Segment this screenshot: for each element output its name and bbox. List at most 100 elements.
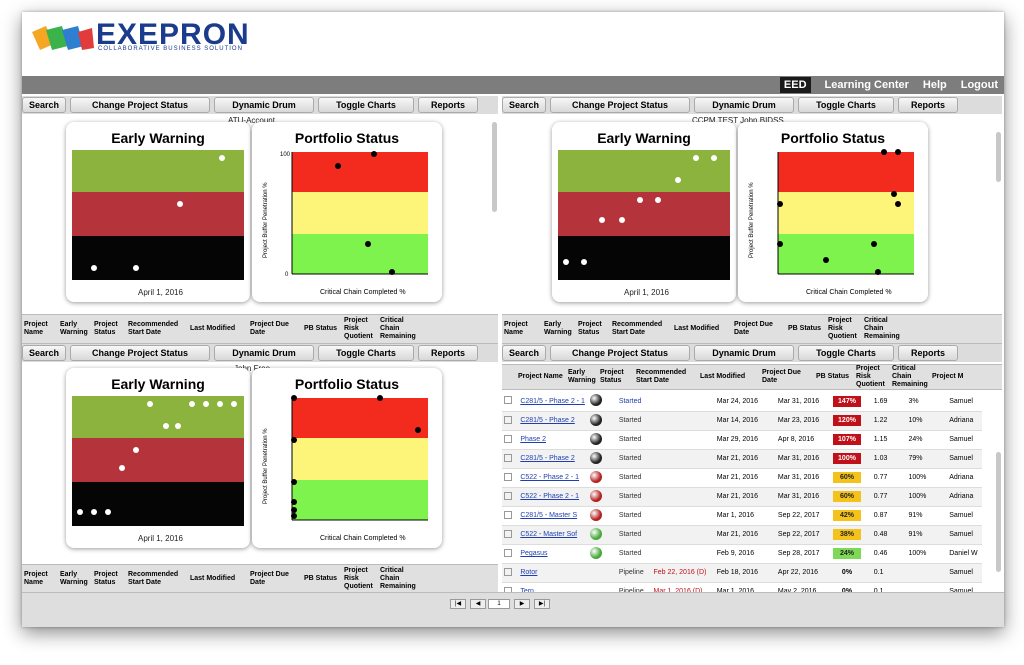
table-header: Project Name Early Warning Project Statu… bbox=[22, 314, 498, 344]
table-row[interactable]: C522 - Phase 2 - 1 Started Mar 21, 2016 Mar… bbox=[502, 468, 982, 488]
panel-atu-account: Search Change Project Status Dynamic Dru… bbox=[22, 96, 498, 346]
project-name-link[interactable]: Phase 2 bbox=[518, 430, 589, 450]
nav-learning-center[interactable]: Learning Center bbox=[824, 79, 909, 91]
dynamic-drum-button[interactable]: Dynamic Drum bbox=[214, 97, 314, 113]
reports-button[interactable]: Reports bbox=[898, 97, 958, 113]
row-checkbox[interactable] bbox=[502, 525, 519, 545]
toggle-charts-button[interactable]: Toggle Charts bbox=[798, 97, 894, 113]
row-checkbox[interactable] bbox=[502, 582, 519, 592]
scrollbar[interactable] bbox=[996, 132, 1001, 182]
project-name-link[interactable]: C522 - Phase 2 - 1 bbox=[518, 468, 589, 488]
project-name-link[interactable]: C281/5 - Phase 2 bbox=[518, 449, 589, 469]
search-button[interactable]: Search bbox=[22, 345, 66, 361]
last-page-button[interactable]: ▶| bbox=[534, 599, 550, 609]
project-name-link[interactable]: C522 - Master Sof bbox=[518, 525, 589, 545]
row-checkbox[interactable] bbox=[502, 411, 519, 431]
row-checkbox[interactable] bbox=[502, 563, 519, 583]
table-row[interactable]: C522 - Master Sof Started Mar 21, 2016 Sep … bbox=[502, 525, 982, 545]
project-manager: Adriana bbox=[947, 468, 982, 488]
dynamic-drum-button[interactable]: Dynamic Drum bbox=[694, 97, 794, 113]
search-button[interactable]: Search bbox=[502, 345, 546, 361]
change-status-button[interactable]: Change Project Status bbox=[70, 97, 210, 113]
project-link[interactable]: C281/5 - Phase 2 - 1 bbox=[520, 397, 585, 405]
project-risk-quotient: 0.77 bbox=[871, 468, 907, 488]
row-checkbox[interactable] bbox=[502, 392, 519, 412]
toggle-charts-button[interactable]: Toggle Charts bbox=[318, 97, 414, 113]
row-checkbox[interactable] bbox=[502, 487, 519, 507]
scrollbar[interactable] bbox=[492, 122, 497, 212]
project-name-link[interactable]: Tern bbox=[518, 582, 589, 592]
project-link[interactable]: Pegasus bbox=[520, 550, 548, 557]
prev-page-button[interactable]: ◀ bbox=[470, 599, 486, 609]
row-checkbox[interactable] bbox=[502, 430, 519, 450]
next-page-button[interactable]: ▶ bbox=[514, 599, 530, 609]
search-button[interactable]: Search bbox=[502, 97, 546, 113]
critical-chain-remaining bbox=[906, 563, 948, 583]
change-status-button[interactable]: Change Project Status bbox=[70, 345, 210, 361]
pb-status-badge: 0% bbox=[841, 569, 853, 576]
project-name-link[interactable]: C281/5 - Master S bbox=[518, 506, 589, 526]
project-name-link[interactable]: Rotor bbox=[518, 563, 589, 583]
table-row[interactable]: Tern Pipeline Mar 1, 2016 (D) Mar 1, 2016 Ma… bbox=[502, 582, 982, 592]
last-modified: Mar 21, 2016 bbox=[714, 468, 776, 488]
dynamic-drum-button[interactable]: Dynamic Drum bbox=[214, 345, 314, 361]
reports-button[interactable]: Reports bbox=[418, 97, 478, 113]
table-row[interactable]: C281/5 - Phase 2 Started Mar 21, 2016 Mar 3… bbox=[502, 449, 982, 469]
early-warning-card: Early Warning April 1, 2016 bbox=[552, 122, 736, 302]
table-row[interactable]: Rotor Pipeline Feb 22, 2016 (D) Feb 18, 201… bbox=[502, 563, 982, 583]
row-checkbox[interactable] bbox=[502, 468, 519, 488]
page-number-input[interactable]: 1 bbox=[488, 599, 510, 609]
project-manager: Samuel bbox=[947, 582, 982, 592]
pagination-bar: |◀ ◀ 1 ▶ ▶| bbox=[22, 592, 1004, 627]
project-name-link[interactable]: Pegasus bbox=[518, 544, 589, 564]
svg-text:Project Buffer Penetration %: Project Buffer Penetration % bbox=[749, 182, 755, 258]
table-row[interactable]: C281/5 - Master S Started Mar 1, 2016 Sep 2… bbox=[502, 506, 982, 526]
table-row[interactable]: C522 - Phase 2 - 1 Started Mar 21, 2016 Mar… bbox=[502, 487, 982, 507]
scrollbar[interactable] bbox=[996, 452, 1001, 572]
pb-status-badge: 38% bbox=[832, 529, 861, 540]
project-link[interactable]: C522 - Phase 2 - 1 bbox=[520, 493, 580, 500]
project-link[interactable]: Phase 2 bbox=[520, 436, 546, 443]
early-warning-indicator bbox=[588, 525, 617, 545]
panel-project-list: Search Change Project Status Dynamic Dru… bbox=[502, 344, 1002, 592]
project-name-link[interactable]: C281/5 - Phase 2 bbox=[518, 411, 589, 431]
svg-text:Critical Chain Completed %: Critical Chain Completed % bbox=[320, 535, 406, 542]
table-row[interactable]: Phase 2 Started Mar 29, 2016 Apr 8, 2016 107… bbox=[502, 430, 982, 450]
table-row[interactable]: C281/5 - Phase 2 - 1 Started Mar 24, 2016 M… bbox=[502, 392, 982, 412]
table-row[interactable]: C281/5 - Phase 2 Started Mar 14, 2016 Mar 2… bbox=[502, 411, 982, 431]
toggle-charts-button[interactable]: Toggle Charts bbox=[318, 345, 414, 361]
pb-status: 107% bbox=[830, 430, 872, 450]
row-checkbox[interactable] bbox=[502, 449, 519, 469]
project-due-date: Apr 8, 2016 bbox=[775, 430, 831, 450]
logo-chain-icon bbox=[32, 26, 94, 50]
project-link[interactable]: C281/5 - Master S bbox=[520, 512, 578, 519]
reports-button[interactable]: Reports bbox=[418, 345, 478, 361]
dynamic-drum-button[interactable]: Dynamic Drum bbox=[694, 345, 794, 361]
brand-name: EXEPRON bbox=[96, 18, 250, 51]
change-status-button[interactable]: Change Project Status bbox=[550, 345, 690, 361]
project-link[interactable]: C281/5 - Phase 2 bbox=[520, 417, 575, 424]
critical-chain-remaining: 79% bbox=[906, 449, 948, 469]
search-button[interactable]: Search bbox=[22, 97, 66, 113]
project-due-date: Sep 22, 2017 bbox=[775, 525, 831, 545]
first-page-button[interactable]: |◀ bbox=[450, 599, 466, 609]
row-checkbox[interactable] bbox=[502, 544, 519, 564]
row-checkbox[interactable] bbox=[502, 506, 519, 526]
project-manager: Adriana bbox=[947, 411, 982, 431]
project-name-link[interactable]: C281/5 - Phase 2 - 1 bbox=[518, 392, 589, 412]
project-link[interactable]: C522 - Master Sof bbox=[520, 531, 578, 538]
toggle-charts-button[interactable]: Toggle Charts bbox=[798, 345, 894, 361]
table-row[interactable]: Pegasus Started Feb 9, 2016 Sep 28, 2017 24%… bbox=[502, 544, 982, 564]
change-status-button[interactable]: Change Project Status bbox=[550, 97, 690, 113]
nav-eed[interactable]: EED bbox=[779, 77, 811, 93]
project-link[interactable]: Tern bbox=[520, 588, 534, 592]
early-warning-indicator bbox=[588, 563, 617, 583]
project-name-link[interactable]: C522 - Phase 2 - 1 bbox=[518, 487, 589, 507]
reports-button[interactable]: Reports bbox=[898, 345, 958, 361]
project-link[interactable]: Rotor bbox=[520, 569, 538, 576]
nav-help[interactable]: Help bbox=[922, 79, 947, 91]
nav-logout[interactable]: Logout bbox=[960, 79, 998, 91]
project-link[interactable]: C522 - Phase 2 - 1 bbox=[520, 474, 580, 481]
svg-text:Critical Chain Completed %: Critical Chain Completed % bbox=[806, 289, 892, 296]
project-link[interactable]: C281/5 - Phase 2 bbox=[520, 455, 575, 462]
